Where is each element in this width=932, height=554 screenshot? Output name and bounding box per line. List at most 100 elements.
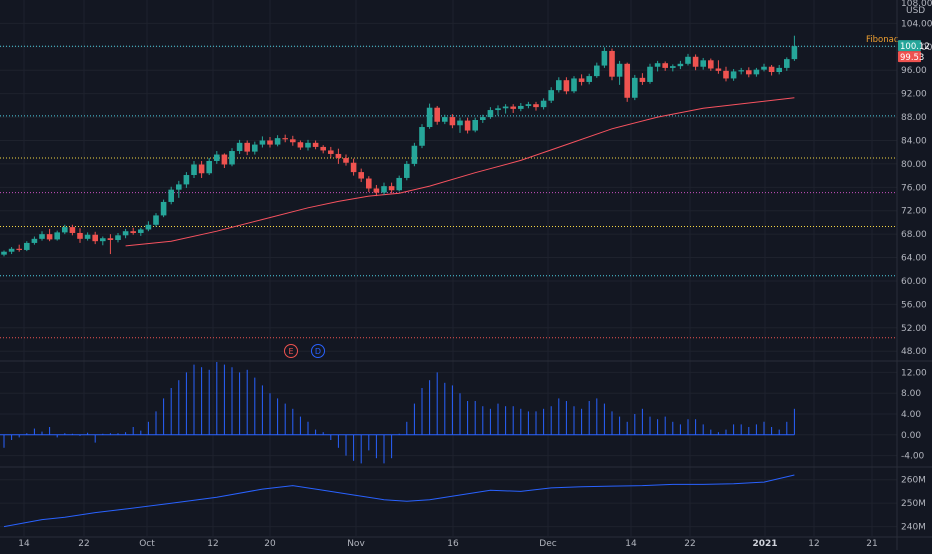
time-tick-label: 22 — [78, 539, 89, 549]
price-tick-label: 88.00 — [901, 113, 927, 123]
event-marker-circle — [284, 344, 298, 358]
candle-down — [335, 148, 342, 164]
candle-body — [350, 162, 357, 173]
candle-body — [69, 227, 76, 233]
candle-up — [677, 60, 684, 70]
candle-up — [39, 231, 45, 241]
candle-body — [616, 63, 623, 77]
candle-body — [381, 186, 387, 193]
candle-body — [784, 59, 790, 68]
candle-up — [761, 63, 767, 72]
candle-up — [115, 232, 121, 243]
oscillator-tick-label: -4.00 — [901, 452, 925, 462]
candles-layer — [1, 35, 798, 257]
price-tick-label: 68.00 — [901, 230, 927, 240]
candle-up — [24, 241, 30, 252]
candle-body — [746, 70, 752, 75]
candle-body — [662, 63, 668, 68]
candle-down — [388, 182, 395, 194]
price-tick-label: 48.00 — [901, 347, 927, 357]
candle-down — [373, 184, 380, 197]
time-tick-label: Nov — [347, 539, 365, 549]
price-axis[interactable]: 108.00104.00100.0096.0092.0088.0084.0080… — [901, 0, 932, 533]
candle-up — [753, 67, 760, 77]
candle-body — [525, 104, 532, 106]
candle-down — [350, 158, 357, 176]
candle-body — [84, 234, 91, 239]
candle-body — [282, 138, 288, 140]
event-marker-letter: D — [315, 347, 321, 356]
candle-body — [487, 110, 494, 118]
candle-body — [449, 117, 456, 126]
candle-body — [92, 234, 98, 242]
candle-body — [54, 232, 60, 240]
candle-up — [571, 76, 577, 94]
candle-body — [46, 234, 53, 240]
price-tick-label: 52.00 — [901, 324, 927, 334]
candle-body — [464, 120, 471, 131]
candle-down — [77, 228, 83, 243]
candle-up — [548, 87, 554, 104]
event-marker-e[interactable]: E — [284, 344, 298, 358]
candle-body — [556, 80, 562, 91]
candle-body — [730, 71, 737, 79]
candle-body — [176, 184, 182, 190]
time-tick-label: 2021 — [752, 539, 777, 549]
candle-down — [130, 227, 136, 235]
candle-body — [206, 160, 212, 174]
candle-down — [662, 61, 668, 71]
candle-up — [183, 172, 190, 188]
candle-body — [654, 63, 661, 67]
candle-up — [84, 232, 91, 241]
candle-down — [46, 228, 53, 242]
candle-body — [252, 144, 258, 152]
candle-body — [312, 142, 319, 147]
candle-body — [510, 106, 516, 109]
candle-down — [563, 77, 570, 95]
candle-body — [388, 186, 395, 191]
candle-body — [411, 145, 418, 164]
oscillator-tick-label: 0.00 — [901, 431, 921, 441]
candle-body — [214, 154, 220, 161]
time-axis[interactable]: 14 22 Oct 12 20 Nov 16 Dec 14 22 2021 12 21 — [18, 539, 877, 549]
oscillator-histogram — [0, 362, 795, 464]
candle-up — [176, 180, 182, 198]
candle-body — [160, 201, 167, 216]
candle-up — [274, 135, 281, 147]
moving-average-line — [125, 97, 795, 247]
candle-body — [533, 104, 539, 108]
candle-up — [153, 213, 159, 227]
candle-up — [191, 160, 197, 178]
candle-down — [434, 105, 440, 125]
candle-down — [609, 48, 615, 81]
candle-up — [236, 139, 243, 154]
price-tick-label: 76.00 — [901, 183, 927, 193]
candle-body — [586, 76, 592, 82]
candle-body — [8, 248, 15, 252]
candle-up — [540, 98, 547, 110]
candle-body — [328, 150, 334, 154]
candle-up — [396, 175, 402, 192]
candle-body — [343, 158, 349, 163]
price-tick-label: 72.00 — [901, 207, 927, 217]
candle-body — [768, 66, 775, 72]
candle-body — [518, 105, 524, 109]
candle-down — [343, 154, 349, 166]
candle-body — [267, 140, 273, 145]
candle-body — [571, 78, 577, 92]
candle-down — [282, 134, 288, 143]
price-tick-label: 104.00 — [901, 19, 932, 29]
time-tick-label: Oct — [139, 539, 155, 549]
candle-body — [290, 139, 296, 143]
candle-body — [115, 235, 121, 240]
candle-up — [442, 114, 448, 125]
candle-body — [472, 120, 478, 131]
price-tick-label: 108.00 — [901, 0, 932, 9]
candle-down — [746, 67, 752, 78]
candle-up — [206, 158, 212, 176]
fib-label: Fibonac — [866, 35, 899, 45]
event-marker-d[interactable]: D — [311, 344, 325, 358]
